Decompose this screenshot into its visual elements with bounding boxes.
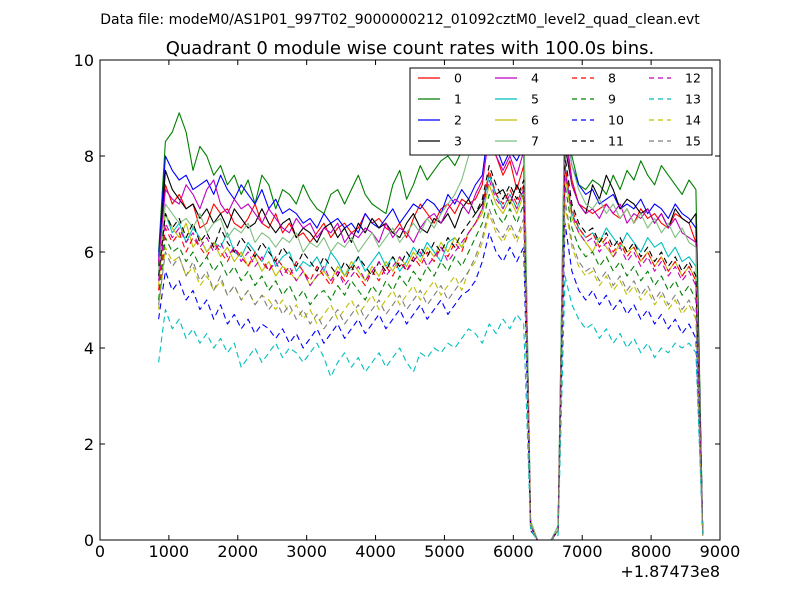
series-line-11 bbox=[158, 155, 704, 541]
series-line-2 bbox=[158, 117, 704, 541]
legend-label-6: 6 bbox=[531, 113, 539, 128]
series-line-7 bbox=[158, 69, 704, 541]
x-tick-label: 7000 bbox=[562, 542, 603, 561]
legend-label-10: 10 bbox=[608, 113, 624, 128]
legend-label-12: 12 bbox=[685, 71, 701, 86]
axis-ticks: 0 1000 2000 3000 4000 5000 6000 7000 8000 9000 0 2 4… bbox=[74, 51, 741, 561]
y-tick-label: 4 bbox=[84, 339, 94, 358]
legend-label-1: 1 bbox=[454, 92, 462, 107]
series-line-12 bbox=[158, 169, 704, 541]
data-file-header: Data file: modeM0/AS1P01_997T02_90000002… bbox=[100, 12, 700, 28]
series-layer bbox=[158, 69, 704, 541]
x-tick-label: 3000 bbox=[286, 542, 327, 561]
y-tick-label: 10 bbox=[74, 51, 94, 70]
series-line-15 bbox=[158, 198, 704, 541]
series-line-10 bbox=[158, 222, 704, 541]
series-line-0 bbox=[158, 126, 704, 541]
y-tick-label: 2 bbox=[84, 435, 94, 454]
series-line-9 bbox=[158, 184, 704, 541]
legend-label-9: 9 bbox=[608, 92, 616, 107]
x-tick-label: 0 bbox=[95, 542, 105, 561]
chart-title: Quadrant 0 module wise count rates with … bbox=[166, 38, 655, 59]
x-tick-label: 6000 bbox=[493, 542, 534, 561]
y-tick-label: 6 bbox=[84, 243, 94, 262]
legend-label-7: 7 bbox=[531, 134, 539, 149]
legend-label-13: 13 bbox=[685, 92, 701, 107]
legend-label-3: 3 bbox=[454, 134, 462, 149]
legend-label-14: 14 bbox=[685, 113, 701, 128]
legend-label-8: 8 bbox=[608, 71, 616, 86]
x-tick-label: 5000 bbox=[424, 542, 465, 561]
legend-label-0: 0 bbox=[454, 71, 462, 86]
series-line-14 bbox=[158, 203, 704, 541]
series-line-1 bbox=[158, 88, 704, 541]
legend-label-2: 2 bbox=[454, 113, 462, 128]
series-line-8 bbox=[158, 165, 704, 541]
series-line-6 bbox=[158, 174, 704, 541]
legend-label-5: 5 bbox=[531, 92, 539, 107]
legend-label-15: 15 bbox=[685, 134, 701, 149]
legend-label-4: 4 bbox=[531, 71, 539, 86]
x-tick-label: 1000 bbox=[149, 542, 190, 561]
x-tick-label: 2000 bbox=[217, 542, 258, 561]
series-line-13 bbox=[158, 275, 704, 541]
x-tick-label: 4000 bbox=[355, 542, 396, 561]
x-offset-label: +1.87473e8 bbox=[620, 562, 720, 581]
series-line-4 bbox=[158, 131, 704, 541]
x-tick-label: 9000 bbox=[700, 542, 741, 561]
plot-frame bbox=[99, 59, 721, 541]
y-tick-label: 0 bbox=[84, 531, 94, 550]
x-tick-label: 8000 bbox=[631, 542, 672, 561]
series-line-5 bbox=[158, 165, 704, 541]
y-tick-label: 8 bbox=[84, 147, 94, 166]
legend-label-11: 11 bbox=[608, 134, 624, 149]
